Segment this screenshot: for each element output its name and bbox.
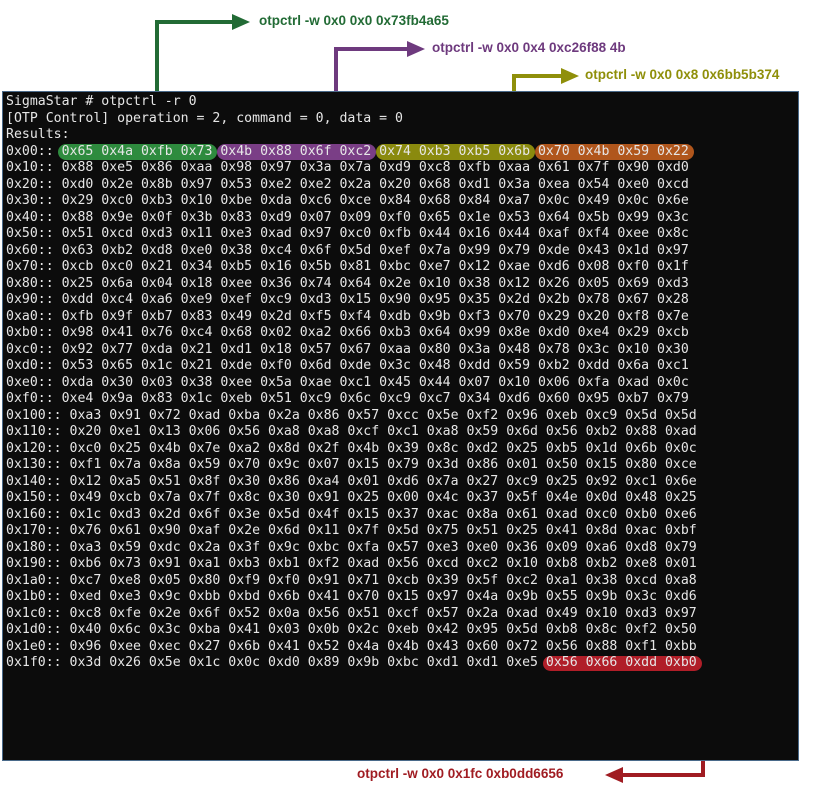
annotation-label-red: otpctrl -w 0x0 0x1fc 0xb0dd6656 — [357, 766, 564, 781]
hex-row-text: 0x60:: 0x63 0xb2 0xd8 0xe0 0x38 0xc4 0x6… — [6, 242, 689, 258]
hex-row-text: 0x40:: 0x88 0x9e 0x0f 0x3b 0x83 0xd9 0x0… — [6, 209, 689, 225]
hex-row-text: 0xd0:: 0x53 0x65 0x1c 0x21 0xde 0xf0 0x6… — [6, 358, 689, 373]
hex-row-text: 0xb0:: 0x98 0x41 0x76 0xc4 0x68 0x02 0xa… — [6, 325, 689, 340]
byte-highlight — [534, 144, 694, 160]
arrowhead-olive — [561, 68, 579, 84]
arrowhead-purple — [407, 41, 425, 57]
hex-row-text: 0x1e0:: 0x96 0xee 0xec 0x27 0x6b 0x41 0x… — [6, 638, 697, 654]
hex-row-text: 0x190:: 0xb6 0x73 0x91 0xa1 0xb3 0xb1 0x… — [6, 556, 697, 571]
hex-row-text: 0x1f0:: 0x3d 0x26 0x5e 0x1c 0x0c 0xd0 0x… — [6, 655, 697, 670]
hex-row-text: 0x140:: 0x12 0xa5 0x51 0x8f 0x30 0x86 0x… — [6, 473, 697, 489]
hex-row-text: 0x00:: 0x65 0x4a 0xfb 0x73 0x4b 0x88 0x6… — [6, 143, 689, 159]
hex-row: 0x70:: 0xcb 0xc0 0x21 0x34 0xb5 0x16 0x5… — [6, 259, 697, 276]
annotation-label-olive: otpctrl -w 0x0 0x8 0x6bb5b374 — [585, 67, 780, 82]
hex-row: 0x150:: 0x49 0xcb 0x7a 0x7f 0x8c 0x30 0x… — [6, 490, 697, 507]
hex-row-text: 0x1a0:: 0xc7 0xe8 0x05 0x80 0xf9 0xf0 0x… — [6, 572, 697, 588]
hex-row: 0xb0:: 0x98 0x41 0x76 0xc4 0x68 0x02 0xa… — [6, 325, 697, 342]
hex-row-text: 0x90:: 0xdd 0xc4 0xa6 0xe9 0xef 0xc9 0xd… — [6, 292, 689, 307]
hex-row: 0x20:: 0xd0 0x2e 0x8b 0x97 0x53 0xe2 0xe… — [6, 177, 697, 194]
hex-row-text: 0x1b0:: 0xed 0xe3 0x9c 0xbb 0xbd 0x6b 0x… — [6, 589, 697, 604]
hex-row: 0x00:: 0x65 0x4a 0xfb 0x73 0x4b 0x88 0x6… — [6, 144, 697, 161]
hex-row: 0x60:: 0x63 0xb2 0xd8 0xe0 0x38 0xc4 0x6… — [6, 243, 697, 260]
byte-highlight — [375, 144, 535, 160]
hex-row: 0x30:: 0x29 0xc0 0xb3 0x10 0xbe 0xda 0xc… — [6, 193, 697, 210]
byte-highlight — [216, 144, 376, 160]
hex-row: 0xa0:: 0xfb 0x9f 0xb7 0x83 0x49 0x2d 0xf… — [6, 309, 697, 326]
annotation-label-purple: otpctrl -w 0x0 0x4 0xc26f88 4b — [432, 40, 626, 55]
hex-row: 0x1b0:: 0xed 0xe3 0x9c 0xbb 0xbd 0x6b 0x… — [6, 589, 697, 606]
hex-row: 0x40:: 0x88 0x9e 0x0f 0x3b 0x83 0xd9 0x0… — [6, 210, 697, 227]
hex-row: 0x110:: 0x20 0xe1 0x13 0x06 0x56 0xa8 0x… — [6, 424, 697, 441]
hex-row: 0x170:: 0x76 0x61 0x90 0xaf 0x2e 0x6d 0x… — [6, 523, 697, 540]
hex-row-text: 0x1c0:: 0xc8 0xfe 0x2e 0x6f 0x52 0x0a 0x… — [6, 605, 697, 621]
hex-row: 0x80:: 0x25 0x6a 0x04 0x18 0xee 0x36 0x7… — [6, 276, 697, 293]
hex-row: 0x160:: 0x1c 0xd3 0x2d 0x6f 0x3e 0x5d 0x… — [6, 507, 697, 524]
hex-row: 0xd0:: 0x53 0x65 0x1c 0x21 0xde 0xf0 0x6… — [6, 358, 697, 375]
hex-row-text: 0x1d0:: 0x40 0x6c 0x3c 0xba 0x41 0x03 0x… — [6, 622, 697, 637]
hex-row: 0xe0:: 0xda 0x30 0x03 0x38 0xee 0x5a 0xa… — [6, 375, 697, 392]
prompt-line: SigmaStar # otpctrl -r 0 — [6, 94, 197, 109]
hex-row: 0x190:: 0xb6 0x73 0x91 0xa1 0xb3 0xb1 0x… — [6, 556, 697, 573]
hex-row-text: 0x70:: 0xcb 0xc0 0x21 0x34 0xb5 0x16 0x5… — [6, 259, 689, 274]
hex-row-text: 0x80:: 0x25 0x6a 0x04 0x18 0xee 0x36 0x7… — [6, 275, 689, 291]
hex-row: 0x130:: 0xf1 0x7a 0x8a 0x59 0x70 0x9c 0x… — [6, 457, 697, 474]
arrowhead-green — [232, 14, 250, 30]
hex-row: 0x1d0:: 0x40 0x6c 0x3c 0xba 0x41 0x03 0x… — [6, 622, 697, 639]
hex-row-text: 0x50:: 0x51 0xcd 0xd3 0x11 0xe3 0xad 0x9… — [6, 226, 689, 241]
hex-row: 0x140:: 0x12 0xa5 0x51 0x8f 0x30 0x86 0x… — [6, 474, 697, 491]
hex-row-text: 0x110:: 0x20 0xe1 0x13 0x06 0x56 0xa8 0x… — [6, 424, 697, 439]
results-label: Results: — [6, 127, 70, 142]
hex-row: 0x1a0:: 0xc7 0xe8 0x05 0x80 0xf9 0xf0 0x… — [6, 573, 697, 590]
hex-row: 0x50:: 0x51 0xcd 0xd3 0x11 0xe3 0xad 0x9… — [6, 226, 697, 243]
hex-row-text: 0xc0:: 0x92 0x77 0xda 0x21 0xd1 0x18 0x5… — [6, 341, 689, 357]
hex-row: 0x1f0:: 0x3d 0x26 0x5e 0x1c 0x0c 0xd0 0x… — [6, 655, 702, 672]
hex-row: 0x1e0:: 0x96 0xee 0xec 0x27 0x6b 0x41 0x… — [6, 639, 697, 656]
annotation-label-green: otpctrl -w 0x0 0x0 0x73fb4a65 — [259, 13, 449, 28]
hex-row-text: 0x30:: 0x29 0xc0 0xb3 0x10 0xbe 0xda 0xc… — [6, 193, 689, 208]
hex-row-text: 0x100:: 0xa3 0x91 0x72 0xad 0xba 0x2a 0x… — [6, 407, 697, 423]
hex-row: 0xc0:: 0x92 0x77 0xda 0x21 0xd1 0x18 0x5… — [6, 342, 697, 359]
byte-highlight — [57, 144, 217, 160]
hex-row: 0x90:: 0xdd 0xc4 0xa6 0xe9 0xef 0xc9 0xd… — [6, 292, 697, 309]
hex-row-text: 0x120:: 0xc0 0x25 0x4b 0x7e 0xa2 0x8d 0x… — [6, 440, 697, 456]
arrowhead-red — [605, 767, 623, 783]
hex-row: 0x100:: 0xa3 0x91 0x72 0xad 0xba 0x2a 0x… — [6, 408, 697, 425]
hex-row: 0x180:: 0xa3 0x59 0xdc 0x2a 0x3f 0x9c 0x… — [6, 540, 697, 557]
hex-row-text: 0x170:: 0x76 0x61 0x90 0xaf 0x2e 0x6d 0x… — [6, 523, 697, 538]
hex-row-text: 0xf0:: 0xe4 0x9a 0x83 0x1c 0xeb 0x51 0xc… — [6, 391, 689, 406]
hex-row: 0x10:: 0x88 0xe5 0x86 0xaa 0x98 0x97 0x3… — [6, 160, 697, 177]
hex-row-text: 0x20:: 0xd0 0x2e 0x8b 0x97 0x53 0xe2 0xe… — [6, 176, 689, 192]
hex-dump: 0x00:: 0x65 0x4a 0xfb 0x73 0x4b 0x88 0x6… — [6, 144, 702, 672]
hex-row: 0xf0:: 0xe4 0x9a 0x83 0x1c 0xeb 0x51 0xc… — [6, 391, 697, 408]
hex-row-text: 0x130:: 0xf1 0x7a 0x8a 0x59 0x70 0x9c 0x… — [6, 457, 697, 472]
hex-row-text: 0x150:: 0x49 0xcb 0x7a 0x7f 0x8c 0x30 0x… — [6, 490, 697, 505]
hex-row-text: 0x160:: 0x1c 0xd3 0x2d 0x6f 0x3e 0x5d 0x… — [6, 506, 697, 522]
hex-row: 0x1c0:: 0xc8 0xfe 0x2e 0x6f 0x52 0x0a 0x… — [6, 606, 697, 623]
hex-row-text: 0xe0:: 0xda 0x30 0x03 0x38 0xee 0x5a 0xa… — [6, 374, 689, 390]
hex-row-text: 0xa0:: 0xfb 0x9f 0xb7 0x83 0x49 0x2d 0xf… — [6, 308, 689, 324]
hex-row-text: 0x180:: 0xa3 0x59 0xdc 0x2a 0x3f 0x9c 0x… — [6, 539, 697, 555]
byte-highlight — [542, 655, 702, 671]
hex-row-text: 0x10:: 0x88 0xe5 0x86 0xaa 0x98 0x97 0x3… — [6, 160, 689, 175]
hex-row: 0x120:: 0xc0 0x25 0x4b 0x7e 0xa2 0x8d 0x… — [6, 441, 697, 458]
terminal-output: SigmaStar # otpctrl -r 0 [OTP Control] o… — [6, 94, 702, 672]
terminal-window[interactable]: SigmaStar # otpctrl -r 0 [OTP Control] o… — [2, 91, 799, 761]
info-line: [OTP Control] operation = 2, command = 0… — [6, 110, 403, 126]
